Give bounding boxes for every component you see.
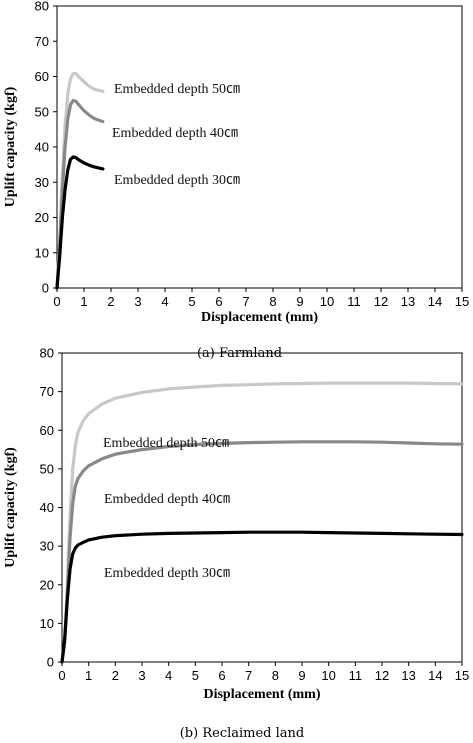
x-tick-label: 9 (296, 294, 303, 309)
x-tick-label: 3 (134, 294, 141, 309)
y-tick-label: 60 (40, 423, 54, 438)
series-label-30cm: Embedded depth 30㎝ (114, 173, 240, 188)
x-tick-label: 10 (320, 294, 334, 309)
x-tick-label: 3 (138, 668, 145, 683)
series-label-40cm: Embedded depth 40㎝ (112, 126, 238, 141)
x-tick-label: 7 (245, 668, 252, 683)
x-tick-label: 2 (112, 668, 119, 683)
figure-caption: (b) Reclaimed land (180, 726, 305, 741)
y-tick-label: 70 (35, 34, 49, 49)
x-tick-label: 13 (401, 668, 415, 683)
y-tick-label: 60 (35, 69, 49, 84)
series-line-30cm (60, 530, 464, 664)
y-tick-label: 70 (40, 384, 54, 399)
y-tick-label: 50 (40, 461, 54, 476)
plot-area-frame (56, 5, 463, 289)
x-tick-label: 4 (165, 668, 172, 683)
y-tick-label: 10 (35, 245, 49, 260)
y-tick-label: 50 (35, 104, 49, 119)
x-tick-label: 6 (215, 294, 222, 309)
x-tick-label: 2 (107, 294, 114, 309)
x-tick-label: 4 (161, 294, 168, 309)
y-tick-label: 30 (35, 175, 49, 190)
series-line-30cm (55, 155, 105, 290)
series-line-50cm (60, 381, 464, 664)
x-tick-label: 14 (428, 668, 442, 683)
y-tick-label: 20 (40, 577, 54, 592)
y-tick-label: 10 (40, 616, 54, 631)
series-label-50cm: Embedded depth 50㎝ (114, 82, 240, 97)
y-tick-label: 80 (35, 0, 49, 14)
y-tick-label: 20 (35, 210, 49, 225)
x-tick-label: 13 (401, 294, 415, 309)
y-tick-label: 30 (40, 539, 54, 554)
y-axis-title: Uplift capacity (kgf) (3, 447, 18, 568)
x-tick-label: 14 (428, 294, 442, 309)
series-label-40cm: Embedded depth 40㎝ (104, 492, 230, 507)
x-tick-label: 7 (242, 294, 249, 309)
y-axis-title: Uplift capacity (kgf) (3, 86, 18, 207)
series-label-30cm: Embedded depth 30㎝ (104, 566, 230, 581)
x-tick-label: 10 (321, 668, 335, 683)
x-tick-label: 12 (374, 294, 388, 309)
x-tick-label: 11 (349, 668, 363, 683)
x-tick-label: 0 (58, 668, 65, 683)
x-tick-label: 12 (375, 668, 389, 683)
y-tick-label: 0 (47, 655, 54, 670)
x-tick-label: 0 (53, 294, 60, 309)
x-axis-title: Displacement (mm) (201, 310, 318, 325)
plot-area-frame (61, 352, 463, 663)
x-tick-label: 8 (269, 294, 276, 309)
y-tick-label: 80 (40, 346, 54, 361)
y-tick-label: 40 (40, 500, 54, 515)
x-axis-title: Displacement (mm) (203, 687, 320, 702)
x-tick-label: 8 (272, 668, 279, 683)
y-tick-label: 0 (42, 281, 49, 296)
x-tick-label: 5 (192, 668, 199, 683)
x-tick-label: 5 (188, 294, 195, 309)
series-label-50cm: Embedded depth 50㎝ (103, 436, 229, 451)
x-tick-label: 6 (218, 668, 225, 683)
x-tick-label: 11 (347, 294, 361, 309)
x-tick-label: 1 (85, 668, 92, 683)
series-line-40cm (55, 98, 105, 290)
y-tick-label: 40 (35, 140, 49, 155)
series-line-40cm (60, 440, 464, 664)
x-tick-label: 9 (298, 668, 305, 683)
x-tick-label: 1 (80, 294, 87, 309)
x-tick-label: 15 (455, 294, 469, 309)
x-tick-label: 15 (455, 668, 469, 683)
